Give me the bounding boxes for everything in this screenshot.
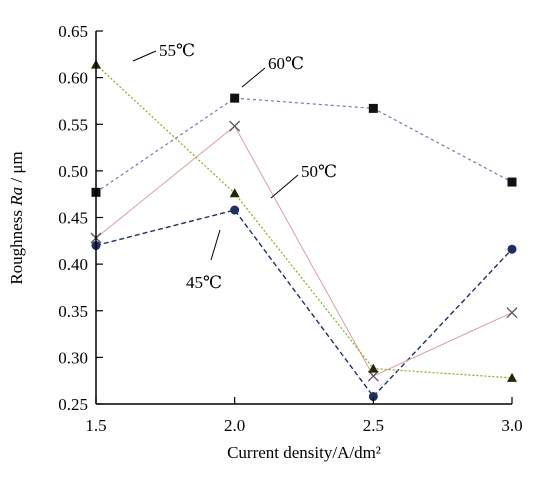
y-tick-label: 0.25 [58,395,88,414]
series-line [95,64,513,379]
series-1 [91,205,517,402]
y-tick-label: 0.65 [58,22,88,41]
plot-series [90,59,518,402]
x-tick-label: 2.0 [224,416,245,435]
series-2 [90,120,518,382]
x-tick-label: 1.5 [85,416,106,435]
data-point [229,188,240,198]
y-tick-label: 0.30 [58,348,88,367]
data-point [368,363,379,373]
y-tick-label: 0.45 [58,209,88,228]
x-tick-label: 3.0 [501,416,522,435]
y-tick-label: 0.60 [58,69,88,88]
y-tick-label: 0.55 [58,115,88,134]
series-3 [91,59,517,382]
data-point [229,120,241,132]
y-tick-label: 0.40 [58,255,88,274]
data-point [367,370,379,382]
data-point [506,307,518,319]
series-4 [91,93,517,197]
data-point [507,372,517,382]
series-labels: 55℃ 60℃ 50℃ 45℃ [132,41,337,292]
label-leader-55 [132,50,157,62]
y-tick-label: 0.35 [58,302,88,321]
y-axis-label-prefix: Roughness [7,206,26,285]
axis-ticks: 0.25 0.30 0.35 0.40 0.45 0.50 0.55 0.60 0.65 1.5 2… [58,22,522,435]
series-label-45: 45℃ [186,273,222,292]
label-leader-45 [210,229,221,261]
label-leader-50 [270,174,299,199]
series-line [95,125,513,377]
data-point [507,177,517,187]
data-point [230,93,240,103]
series-label-55: 55℃ [159,41,195,60]
label-leader-60 [241,67,266,88]
data-point [507,244,517,254]
series-line [95,97,513,193]
y-axis-label: Roughness Ra / μm [7,151,26,284]
data-point [368,103,378,113]
series-label-50: 50℃ [301,162,337,181]
x-axis-label: Current density/A/dm² [227,443,381,462]
data-point [230,205,240,215]
series-label-60: 60℃ [268,54,304,73]
y-axis-label-italic: Ra [7,187,26,207]
y-tick-label: 0.50 [58,162,88,181]
y-axis-label-suffix: / μm [7,151,26,187]
x-tick-label: 2.5 [363,416,384,435]
data-point [368,392,378,402]
series-line [95,209,513,398]
